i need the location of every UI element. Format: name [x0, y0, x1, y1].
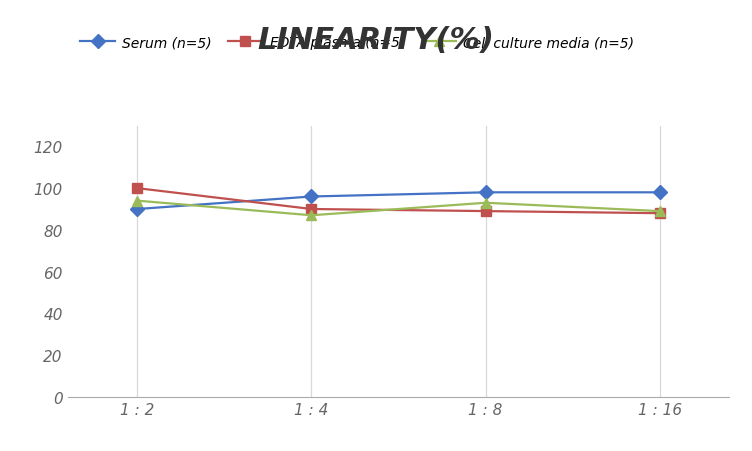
Serum (n=5): [133, 207, 142, 212]
Serum (n=5): [307, 194, 316, 200]
EDTA plasma (n=5): [481, 209, 490, 214]
Legend: Serum (n=5), EDTA plasma (n=5), Cell culture media (n=5): Serum (n=5), EDTA plasma (n=5), Cell cul…: [74, 30, 640, 55]
Text: LINEARITY(%): LINEARITY(%): [257, 26, 495, 55]
Line: EDTA plasma (n=5): EDTA plasma (n=5): [132, 184, 665, 219]
Line: Serum (n=5): Serum (n=5): [132, 188, 665, 214]
EDTA plasma (n=5): [133, 186, 142, 191]
EDTA plasma (n=5): [655, 211, 664, 216]
Serum (n=5): [481, 190, 490, 196]
EDTA plasma (n=5): [307, 207, 316, 212]
Cell culture media (n=5): [655, 209, 664, 214]
Cell culture media (n=5): [481, 201, 490, 206]
Cell culture media (n=5): [307, 213, 316, 218]
Cell culture media (n=5): [133, 198, 142, 204]
Line: Cell culture media (n=5): Cell culture media (n=5): [132, 196, 665, 221]
Serum (n=5): [655, 190, 664, 196]
